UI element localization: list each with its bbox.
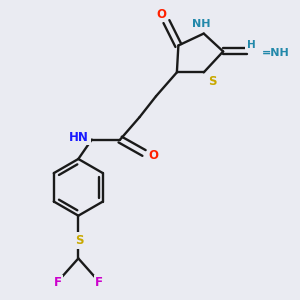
Text: S: S [76, 234, 84, 247]
Text: NH: NH [191, 19, 210, 29]
Text: S: S [208, 75, 216, 88]
Text: =NH: =NH [261, 48, 289, 58]
Text: F: F [53, 276, 62, 290]
Text: F: F [95, 276, 103, 290]
Text: H: H [247, 40, 256, 50]
Text: O: O [156, 8, 166, 21]
Text: O: O [148, 149, 159, 162]
Text: HN: HN [69, 131, 89, 144]
